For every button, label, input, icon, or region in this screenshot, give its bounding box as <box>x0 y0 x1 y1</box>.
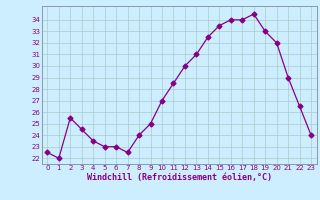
X-axis label: Windchill (Refroidissement éolien,°C): Windchill (Refroidissement éolien,°C) <box>87 173 272 182</box>
